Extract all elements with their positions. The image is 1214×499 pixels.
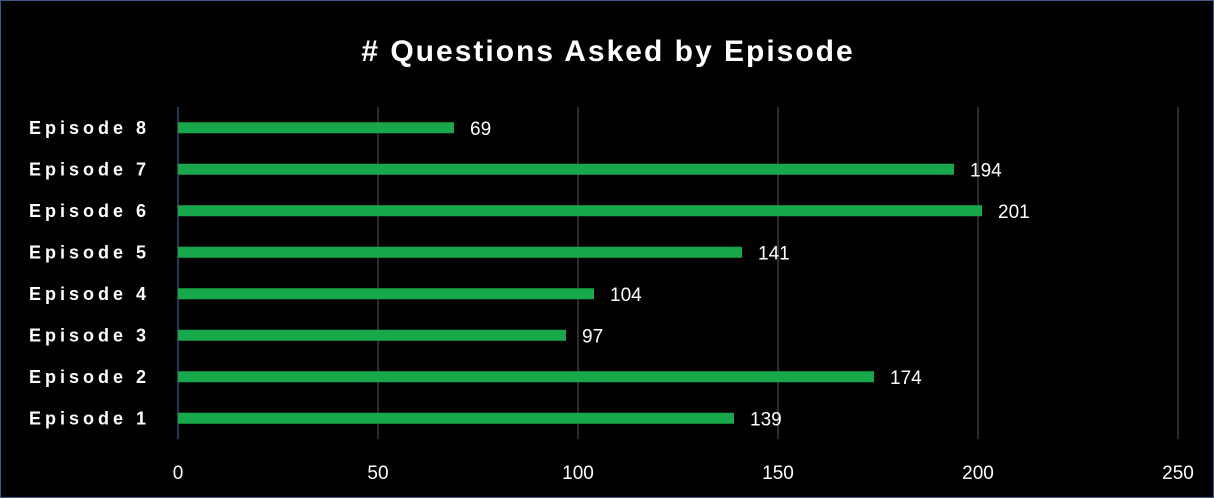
data-label: 201 [998,202,1030,223]
bar-episode-1 [178,412,734,424]
data-label: 139 [750,409,782,430]
x-tick-label: 150 [762,463,794,484]
category-label: Episode 4 [29,284,150,304]
category-label: Episode 2 [29,367,150,387]
data-label: 104 [610,285,642,306]
x-tick-label: 200 [962,463,994,484]
bar-episode-4 [178,288,594,300]
data-label: 69 [470,119,491,140]
bar-episode-5 [178,246,742,258]
category-label: Episode 7 [29,159,150,179]
category-label: Episode 5 [29,242,150,262]
bar-episode-7 [178,163,954,175]
bar-episode-6 [178,205,982,217]
data-label: 97 [582,326,603,347]
bars [178,122,982,424]
bar-episode-8 [178,122,454,134]
chart-title: # Questions Asked by Episode [361,35,855,68]
data-label: 174 [890,368,922,389]
category-label: Episode 3 [29,325,150,345]
category-label: Episode 8 [29,118,150,138]
bar-episode-3 [178,329,566,341]
data-label: 194 [970,160,1002,181]
bar-episode-2 [178,371,874,383]
x-tick-label: 0 [173,463,184,484]
gridlines [377,107,1179,439]
category-label: Episode 6 [29,201,150,221]
x-tick-label: 100 [562,463,594,484]
labels: 0 50 100 150 200 250 Episode 1 139 Episode 2 174 E… [29,118,1194,484]
x-tick-label: 50 [367,463,388,484]
data-label: 141 [758,243,790,264]
category-label: Episode 1 [29,408,150,428]
x-tick-label: 250 [1162,463,1194,484]
